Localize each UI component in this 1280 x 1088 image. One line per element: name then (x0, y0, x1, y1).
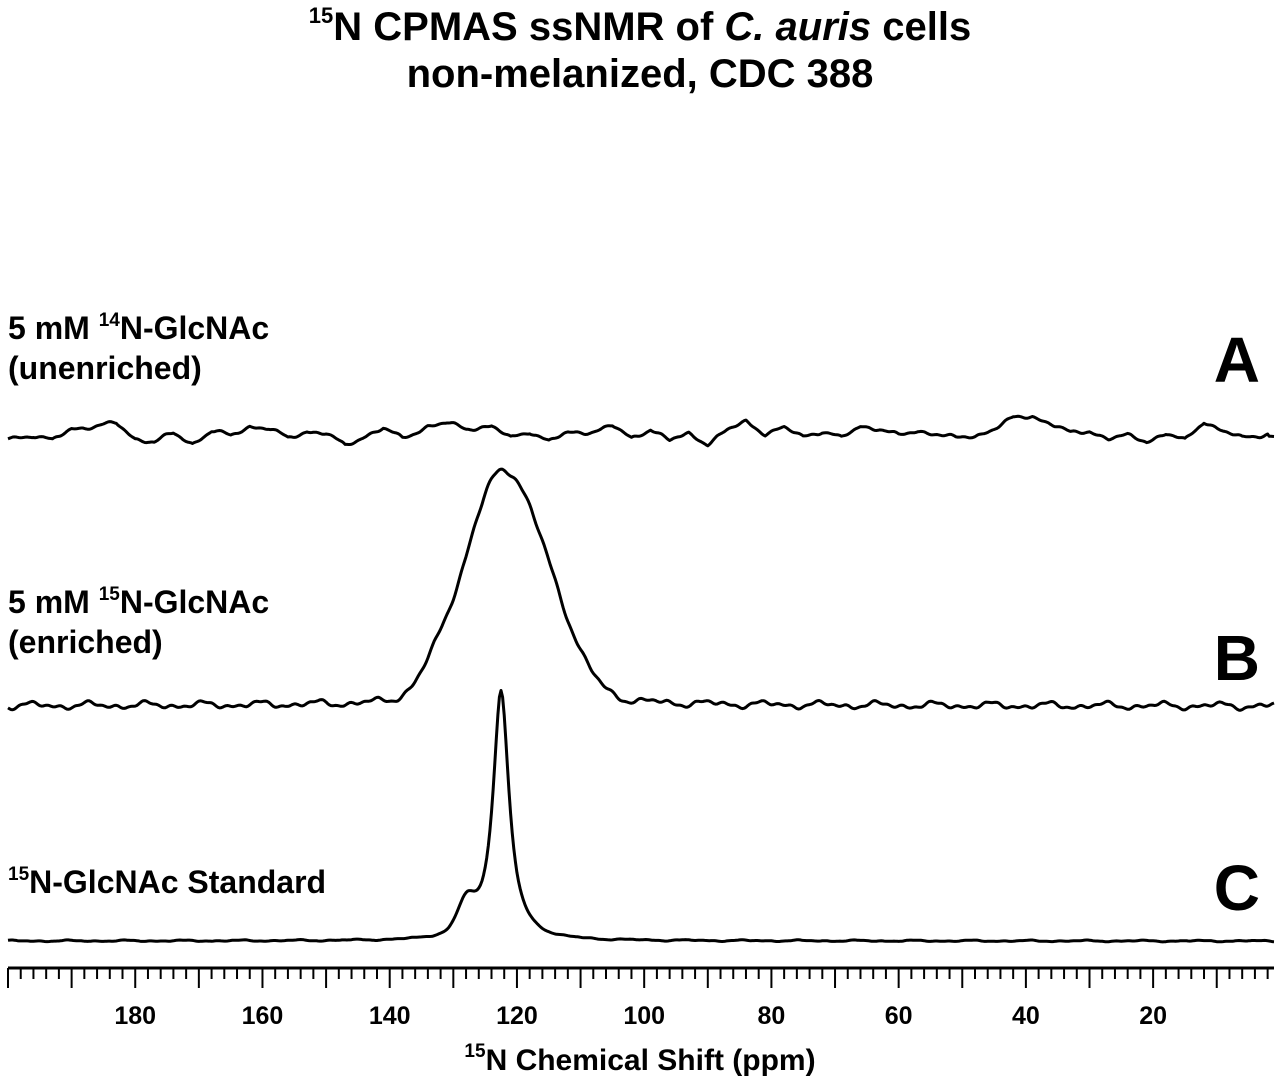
series-a-suffix: N-GlcNAc (119, 310, 270, 346)
series-c-letter: C (1213, 852, 1260, 924)
x-tick-label: 100 (623, 1002, 665, 1030)
spectrum-b-trace (7, 467, 1275, 712)
series-b-prefix: 5 mM (8, 584, 99, 620)
spectra-group (7, 414, 1275, 944)
title-superscript: 15 (308, 3, 334, 28)
title-text-a: N CPMAS ssNMR of (333, 5, 725, 49)
title-italic: C. auris (724, 5, 872, 49)
x-axis: 180 160 140 120 100 80 60 40 20 (7, 966, 1274, 1030)
series-b-label-line-2: (enriched) (8, 624, 163, 660)
x-tick-label: 140 (369, 1002, 411, 1030)
series-b-letter: B (1213, 622, 1260, 694)
series-a-prefix: 5 mM (8, 310, 99, 346)
series-c-label: 15N-GlcNAc Standard (8, 864, 326, 900)
series-c-text: N-GlcNAc Standard (29, 864, 327, 900)
series-b-superscript: 15 (98, 584, 120, 605)
x-tick-label: 60 (885, 1002, 913, 1030)
series-a-letter: A (1213, 324, 1260, 396)
x-tick-label: 180 (114, 1002, 156, 1030)
x-tick-label: 120 (496, 1002, 538, 1030)
series-a-superscript: 14 (98, 310, 120, 331)
x-tick-label: 160 (242, 1002, 284, 1030)
title-text-b: cells (871, 5, 972, 49)
x-tick-label: 20 (1139, 1002, 1167, 1030)
series-a-label-line-2: (unenriched) (8, 350, 202, 386)
x-tick-label: 80 (758, 1002, 786, 1030)
series-b-label-line-1: 5 mM 15N-GlcNAc (8, 584, 269, 620)
series-c-superscript: 15 (8, 864, 30, 885)
chart-title-line-2: non-melanized, CDC 388 (406, 52, 874, 96)
spectrum-c-trace (7, 689, 1275, 944)
x-tick-label: 40 (1012, 1002, 1040, 1030)
x-axis-label-superscript: 15 (464, 1041, 486, 1062)
x-axis-label: 15N Chemical Shift (ppm) (0, 1041, 1280, 1078)
series-b-suffix: N-GlcNAc (119, 584, 270, 620)
spectrum-a-trace (7, 414, 1275, 448)
x-axis-label-text: N Chemical Shift (ppm) (485, 1044, 816, 1077)
series-a-label-line-1: 5 mM 14N-GlcNAc (8, 310, 269, 346)
chart-title-line-1: 15N CPMAS ssNMR of C. auris cells (0, 4, 1280, 50)
